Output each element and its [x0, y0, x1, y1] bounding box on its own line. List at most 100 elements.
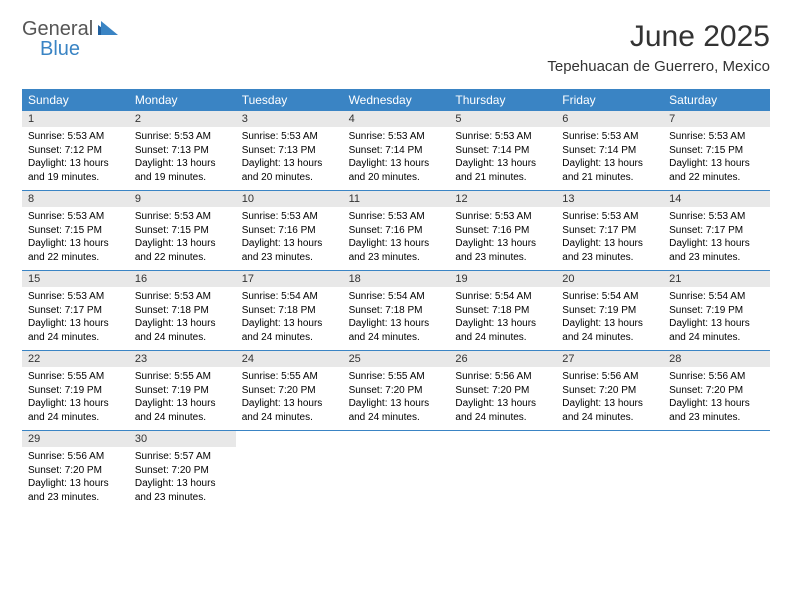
sunrise-text: Sunrise: 5:55 AM [28, 370, 123, 384]
day-label-monday: Monday [129, 89, 236, 111]
daylight1-text: Daylight: 13 hours [349, 317, 444, 331]
sunrise-text: Sunrise: 5:53 AM [242, 130, 337, 144]
day-number: 8 [22, 191, 129, 207]
calendar-cell: 8Sunrise: 5:53 AMSunset: 7:15 PMDaylight… [22, 191, 129, 270]
daylight1-text: Daylight: 13 hours [242, 237, 337, 251]
calendar-row: 29Sunrise: 5:56 AMSunset: 7:20 PMDayligh… [22, 431, 770, 510]
day-label-tuesday: Tuesday [236, 89, 343, 111]
daylight2-text: and 23 minutes. [349, 251, 444, 265]
sunset-text: Sunset: 7:17 PM [669, 224, 764, 238]
sunset-text: Sunset: 7:15 PM [135, 224, 230, 238]
daylight1-text: Daylight: 13 hours [562, 237, 657, 251]
day-number: 15 [22, 271, 129, 287]
calendar-cell: 15Sunrise: 5:53 AMSunset: 7:17 PMDayligh… [22, 271, 129, 350]
sunset-text: Sunset: 7:12 PM [28, 144, 123, 158]
day-number: 30 [129, 431, 236, 447]
calendar-row: 1Sunrise: 5:53 AMSunset: 7:12 PMDaylight… [22, 111, 770, 191]
daylight1-text: Daylight: 13 hours [669, 237, 764, 251]
day-number: 25 [343, 351, 450, 367]
day-number: 14 [663, 191, 770, 207]
calendar-row: 15Sunrise: 5:53 AMSunset: 7:17 PMDayligh… [22, 271, 770, 351]
sunset-text: Sunset: 7:19 PM [562, 304, 657, 318]
sunset-text: Sunset: 7:20 PM [242, 384, 337, 398]
calendar-cell: 16Sunrise: 5:53 AMSunset: 7:18 PMDayligh… [129, 271, 236, 350]
daylight1-text: Daylight: 13 hours [349, 237, 444, 251]
day-number: 18 [343, 271, 450, 287]
sunset-text: Sunset: 7:18 PM [455, 304, 550, 318]
daylight2-text: and 24 minutes. [242, 411, 337, 425]
daylight2-text: and 24 minutes. [242, 331, 337, 345]
day-number: 7 [663, 111, 770, 127]
calendar-cell: 10 Sunrise: 5:53 AMSunset: 7:16 PMDayligh… [236, 191, 343, 270]
daylight2-text: and 24 minutes. [562, 331, 657, 345]
day-number: 29 [22, 431, 129, 447]
calendar-cell: 9Sunrise: 5:53 AMSunset: 7:15 PMDaylight… [129, 191, 236, 270]
day-number: 3 [236, 111, 343, 127]
sunrise-text: Sunrise: 5:55 AM [349, 370, 444, 384]
daylight1-text: Daylight: 13 hours [455, 317, 550, 331]
daylight2-text: and 23 minutes. [562, 251, 657, 265]
daylight2-text: and 21 minutes. [562, 171, 657, 185]
daylight1-text: Daylight: 13 hours [135, 397, 230, 411]
sunrise-text: Sunrise: 5:54 AM [242, 290, 337, 304]
day-number: 19 [449, 271, 556, 287]
calendar-cell: 17Sunrise: 5:54 AMSunset: 7:18 PMDayligh… [236, 271, 343, 350]
month-title: June 2025 [547, 20, 770, 54]
sunset-text: Sunset: 7:14 PM [562, 144, 657, 158]
day-number: 10 [236, 191, 343, 207]
daylight1-text: Daylight: 13 hours [242, 157, 337, 171]
sunrise-text: Sunrise: 5:53 AM [562, 210, 657, 224]
sunrise-text: Sunrise: 5:55 AM [242, 370, 337, 384]
daylight1-text: Daylight: 13 hours [349, 397, 444, 411]
location-subtitle: Tepehuacan de Guerrero, Mexico [547, 58, 770, 75]
sunrise-text: Sunrise: 5:53 AM [28, 290, 123, 304]
daylight1-text: Daylight: 13 hours [242, 397, 337, 411]
day-label-thursday: Thursday [449, 89, 556, 111]
day-number: 28 [663, 351, 770, 367]
sunrise-text: Sunrise: 5:55 AM [135, 370, 230, 384]
sunrise-text: Sunrise: 5:54 AM [562, 290, 657, 304]
daylight1-text: Daylight: 13 hours [669, 397, 764, 411]
calendar-row: 22Sunrise: 5:55 AMSunset: 7:19 PMDayligh… [22, 351, 770, 431]
daylight2-text: and 20 minutes. [242, 171, 337, 185]
sunset-text: Sunset: 7:18 PM [349, 304, 444, 318]
logo-word-general: General [22, 18, 93, 40]
sunset-text: Sunset: 7:16 PM [349, 224, 444, 238]
sunrise-text: Sunrise: 5:53 AM [562, 130, 657, 144]
sunrise-text: Sunrise: 5:56 AM [455, 370, 550, 384]
day-number: 4 [343, 111, 450, 127]
calendar-cell [449, 431, 556, 510]
sunset-text: Sunset: 7:16 PM [455, 224, 550, 238]
sunset-text: Sunset: 7:20 PM [669, 384, 764, 398]
sunset-text: Sunset: 7:18 PM [242, 304, 337, 318]
daylight1-text: Daylight: 13 hours [242, 317, 337, 331]
page-header: General Blue June 2025 Tepehuacan de Gue… [22, 20, 770, 75]
daylight1-text: Daylight: 13 hours [669, 317, 764, 331]
sunset-text: Sunset: 7:16 PM [242, 224, 337, 238]
sunrise-text: Sunrise: 5:53 AM [242, 210, 337, 224]
sunrise-text: Sunrise: 5:54 AM [669, 290, 764, 304]
day-number: 5 [449, 111, 556, 127]
daylight2-text: and 23 minutes. [242, 251, 337, 265]
calendar-cell: 2Sunrise: 5:53 AMSunset: 7:13 PMDaylight… [129, 111, 236, 190]
daylight1-text: Daylight: 13 hours [28, 157, 123, 171]
daylight1-text: Daylight: 13 hours [28, 397, 123, 411]
daylight1-text: Daylight: 13 hours [349, 157, 444, 171]
sunset-text: Sunset: 7:20 PM [455, 384, 550, 398]
logo-word-blue: Blue [22, 38, 80, 60]
daylight2-text: and 23 minutes. [455, 251, 550, 265]
calendar-cell: 13Sunrise: 5:53 AMSunset: 7:17 PMDayligh… [556, 191, 663, 270]
day-number: 27 [556, 351, 663, 367]
daylight2-text: and 24 minutes. [28, 411, 123, 425]
calendar-row: 8Sunrise: 5:53 AMSunset: 7:15 PMDaylight… [22, 191, 770, 271]
sunrise-text: Sunrise: 5:53 AM [135, 210, 230, 224]
sunrise-text: Sunrise: 5:53 AM [455, 130, 550, 144]
sunrise-text: Sunrise: 5:54 AM [349, 290, 444, 304]
calendar-cell [663, 431, 770, 510]
daylight1-text: Daylight: 13 hours [669, 157, 764, 171]
calendar-cell: 3Sunrise: 5:53 AMSunset: 7:13 PMDaylight… [236, 111, 343, 190]
sunrise-text: Sunrise: 5:53 AM [28, 210, 123, 224]
day-number: 2 [129, 111, 236, 127]
calendar-cell [343, 431, 450, 510]
daylight1-text: Daylight: 13 hours [135, 157, 230, 171]
